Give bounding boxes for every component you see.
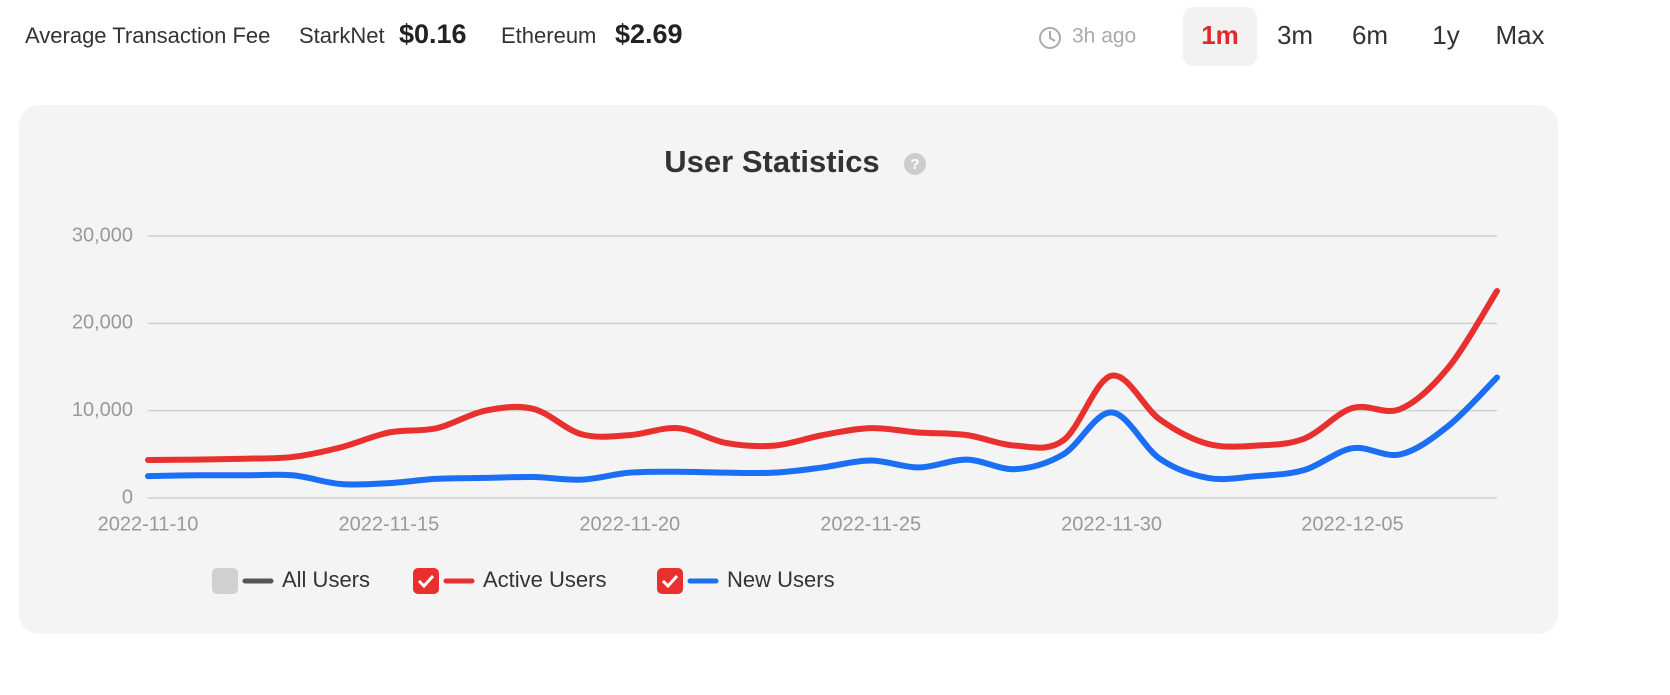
help-icon: ? — [904, 153, 926, 175]
svg-text:?: ? — [910, 156, 919, 173]
updated-time: 3h ago — [1072, 25, 1136, 48]
clock-icon — [1039, 27, 1061, 49]
y-tick-label: 10,000 — [72, 399, 133, 421]
range-button-bg — [1183, 7, 1257, 66]
fee-label: Average Transaction Fee — [25, 23, 270, 48]
legend-checkbox — [413, 568, 439, 594]
x-tick-label: 2022-11-20 — [579, 513, 680, 535]
legend-item[interactable]: New Users — [657, 567, 835, 594]
range-button[interactable]: 1y — [1432, 20, 1459, 50]
x-tick-label: 2022-11-10 — [98, 513, 199, 535]
range-button[interactable]: 3m — [1277, 20, 1313, 50]
y-tick-label: 20,000 — [72, 312, 133, 334]
legend-checkbox — [657, 568, 683, 594]
network-fee: $0.16 — [399, 19, 467, 49]
series-line — [145, 374, 1500, 488]
y-tick-label: 0 — [122, 486, 133, 508]
legend-label: Active Users — [483, 567, 606, 592]
network-name: Ethereum — [501, 23, 596, 48]
legend-label: New Users — [727, 567, 835, 592]
chart-panel — [19, 105, 1558, 634]
legend-item[interactable]: Active Users — [413, 567, 606, 594]
legend-check — [417, 574, 435, 589]
x-tick-label: 2022-11-30 — [1061, 513, 1162, 535]
x-tick-label: 2022-11-25 — [820, 513, 921, 535]
legend-label: All Users — [282, 567, 370, 592]
network-fee: $2.69 — [615, 19, 683, 49]
legend-item[interactable]: All Users — [212, 567, 370, 594]
series-line — [145, 288, 1500, 464]
chart-title: User Statistics — [664, 144, 879, 179]
legend-check — [661, 574, 679, 589]
range-button[interactable]: 6m — [1352, 20, 1388, 50]
legend-checkbox — [212, 568, 238, 594]
network-name: StarkNet — [299, 23, 385, 48]
x-tick-label: 2022-11-15 — [338, 513, 439, 535]
y-tick-label: 30,000 — [72, 224, 133, 246]
range-button[interactable]: 1m — [1201, 20, 1239, 50]
x-tick-label: 2022-12-05 — [1301, 513, 1403, 535]
range-button[interactable]: Max — [1495, 20, 1544, 50]
